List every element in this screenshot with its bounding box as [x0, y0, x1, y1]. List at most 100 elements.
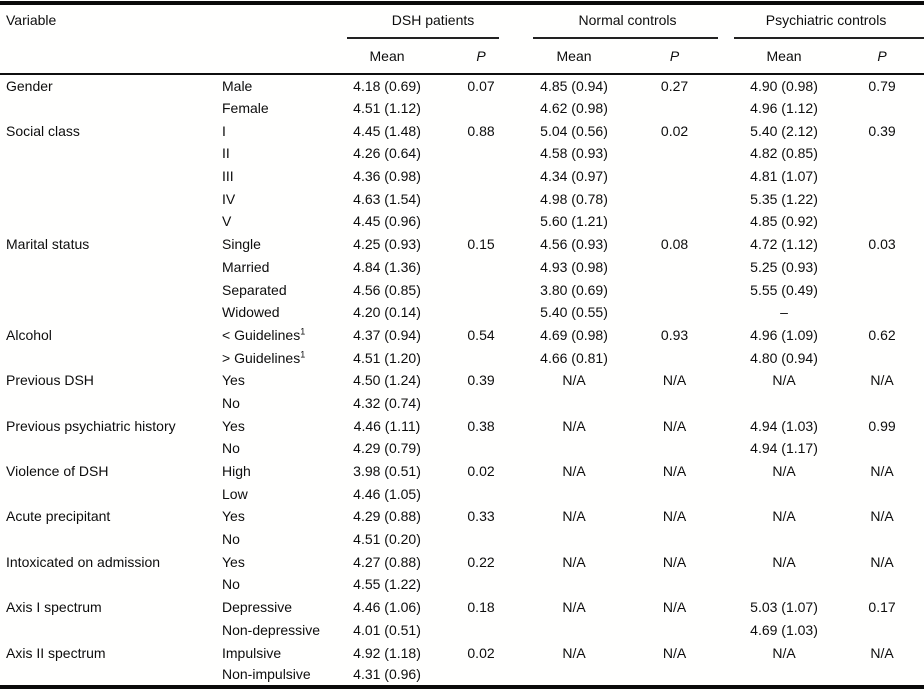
variable-cell: Alcohol [6, 326, 52, 343]
value-cell: 3.98 (0.51) [353, 463, 421, 480]
category-cell: Single [222, 236, 261, 253]
value-cell [621, 278, 728, 301]
value-cell [621, 97, 728, 120]
value-cell [435, 165, 527, 188]
variable-cell: Marital status [6, 236, 90, 253]
value-cell [621, 256, 728, 279]
value-cell: 4.26 (0.64) [353, 145, 421, 162]
category-cell: Widowed [222, 304, 280, 321]
value-cell: 5.04 (0.56) [540, 122, 608, 139]
value-cell: 4.01 (0.51) [353, 621, 421, 638]
table-row: Non-depressive 4.01 (0.51) 4.69 (1.03) [0, 619, 924, 642]
category-cell: > Guidelines1 [222, 348, 306, 366]
value-cell: 0.07 [467, 77, 495, 94]
value-cell: 4.69 (1.03) [750, 621, 818, 638]
value-cell [621, 573, 728, 596]
variable-cell: Gender [6, 77, 53, 94]
value-cell: 0.18 [467, 599, 495, 616]
value-cell: 0.54 [467, 326, 495, 343]
group-underline-row [0, 34, 924, 41]
category-cell: Married [222, 258, 270, 275]
value-cell [840, 573, 924, 596]
value-cell: 5.40 (0.55) [540, 304, 608, 321]
table-row: IV 4.63 (1.54) 4.98 (0.78) 5.35 (1.22) [0, 187, 924, 210]
table-row: No 4.55 (1.22) [0, 573, 924, 596]
value-cell [728, 392, 840, 415]
table-row: Previous DSH Yes 4.50 (1.24) 0.39 N/A N/A N/A N… [0, 369, 924, 392]
dsh-underline-cell [339, 34, 527, 41]
category-cell: Separated [222, 281, 287, 298]
value-cell: 0.88 [467, 122, 495, 139]
table-row: Violence of DSH High 3.98 (0.51) 0.02 N/A N/A… [0, 460, 924, 483]
value-cell [621, 482, 728, 505]
value-cell [435, 256, 527, 279]
psychiatric-p-header: P [840, 41, 924, 75]
value-cell: N/A [772, 372, 796, 389]
value-cell [840, 437, 924, 460]
value-cell: N/A [562, 553, 586, 570]
value-cell: 0.22 [467, 553, 495, 570]
dsh-mean-header: Mean [339, 41, 436, 75]
value-cell: N/A [662, 599, 687, 616]
category-cell: II [222, 145, 230, 162]
value-cell [840, 301, 924, 324]
value-cell: 5.40 (2.12) [750, 122, 818, 139]
variable-cell: Acute precipitant [6, 508, 111, 525]
variable-cell: Axis I spectrum [6, 599, 102, 616]
value-cell: 4.85 (0.94) [540, 77, 608, 94]
table-body: Gender Male 4.18 (0.69) 0.07 4.85 (0.94) 0.27… [0, 74, 924, 687]
normal-mean-header: Mean [527, 41, 622, 75]
value-cell: 4.62 (0.98) [540, 100, 608, 117]
value-cell [435, 664, 527, 687]
category-cell: I [222, 122, 226, 139]
category-cell: Yes [222, 508, 245, 525]
spacer-cell [0, 34, 339, 41]
table-row: Female 4.51 (1.12) 4.62 (0.98) 4.96 (1.12) [0, 97, 924, 120]
value-cell: 4.55 (1.22) [353, 576, 421, 593]
table-row: Married 4.84 (1.36) 4.93 (0.98) 5.25 (0.93) [0, 256, 924, 279]
category-cell: < Guidelines1 [222, 326, 306, 343]
category-cell: Yes [222, 417, 245, 434]
value-cell: N/A [562, 372, 586, 389]
value-cell [840, 664, 924, 687]
value-cell: 5.25 (0.93) [750, 258, 818, 275]
value-cell: 4.90 (0.98) [750, 77, 818, 94]
table-row: Intoxicated on admission Yes 4.27 (0.88) 0.… [0, 550, 924, 573]
subheader-row: Mean P Mean P Mean P [0, 41, 924, 75]
value-cell: N/A [662, 463, 687, 480]
value-cell: 4.45 (1.48) [353, 122, 421, 139]
value-cell: 0.03 [868, 236, 896, 253]
value-cell [435, 619, 527, 642]
value-cell: 4.25 (0.93) [353, 236, 421, 253]
variable-cell [0, 392, 214, 415]
value-cell: 4.51 (0.20) [353, 531, 421, 548]
value-cell: N/A [662, 644, 687, 661]
value-cell: N/A [562, 644, 586, 661]
value-cell: 4.51 (1.20) [353, 349, 421, 366]
value-cell: N/A [870, 553, 894, 570]
value-cell [621, 187, 728, 210]
value-cell: N/A [562, 508, 586, 525]
category-cell: Yes [222, 553, 245, 570]
table-row: No 4.29 (0.79) 4.94 (1.17) [0, 437, 924, 460]
variable-cell [0, 97, 214, 120]
value-cell: 0.08 [660, 236, 689, 253]
value-cell: 4.94 (1.03) [750, 417, 818, 434]
value-cell [728, 573, 840, 596]
table-header: Variable DSH patients Normal controls Ps… [0, 3, 924, 75]
category-cell: Impulsive [222, 644, 282, 661]
variable-cell [0, 142, 214, 165]
value-cell: 4.56 (0.85) [353, 281, 421, 298]
value-cell: 4.46 (1.11) [353, 417, 421, 434]
category-cell: Yes [222, 372, 245, 389]
category-cell: No [222, 576, 240, 593]
value-cell [435, 210, 527, 233]
value-cell [840, 210, 924, 233]
variable-cell: Social class [6, 122, 80, 139]
variable-cell [0, 210, 214, 233]
psychiatric-mean-header: Mean [728, 41, 841, 75]
table-row: Marital status Single 4.25 (0.93) 0.15 4.56 … [0, 233, 924, 256]
value-cell: 4.46 (1.05) [353, 485, 421, 502]
value-cell [435, 573, 527, 596]
